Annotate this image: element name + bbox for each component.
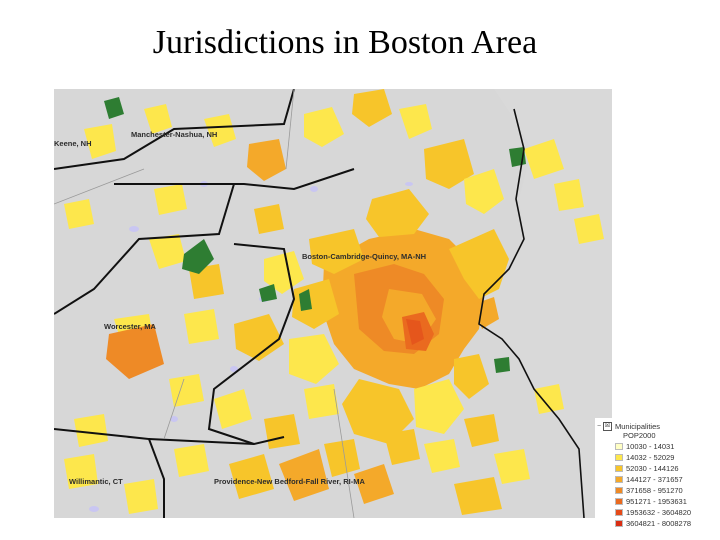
county-lines [54,89,355,518]
legend-range-label: 144127 - 371657 [626,475,683,484]
legend-swatch [615,443,623,450]
label-worcester: Worcester, MA [104,322,157,331]
label-manchester: Manchester-Nashua, NH [131,130,217,139]
legend-header: − ☒ Municipalities [595,420,660,432]
legend-range-label: 951271 - 1953631 [626,497,687,506]
legend-field-name: POP2000 [623,431,656,440]
protected-lands [104,97,526,373]
map-view[interactable]: Manchester-Nashua, NH Keene, NH Boston-C… [54,89,612,518]
legend-classes: 10030 - 14031 14032 - 52029 52030 - 144126… [615,441,691,529]
map-legend: − ☒ Municipalities POP2000 10030 - 14031… [595,418,713,538]
legend-range-label: 10030 - 14031 [626,442,675,451]
legend-swatch [615,476,623,483]
slide-title: Jurisdictions in Boston Area [152,24,538,61]
metro-boundaries [54,89,355,518]
label-providence: Providence-New Bedford-Fall River, RI-MA [214,477,365,486]
legend-swatch [615,487,623,494]
legend-swatch [615,509,623,516]
legend-row: 371658 - 951270 [615,485,691,496]
legend-row: 144127 - 371657 [615,474,691,485]
legend-row: 10030 - 14031 [615,441,691,452]
label-willimantic: Willimantic, CT [69,477,123,486]
legend-range-label: 14032 - 52029 [626,453,675,462]
legend-layer-name: Municipalities [615,421,661,431]
layer-visibility-checkbox[interactable]: ☒ [603,421,612,431]
legend-range-label: 1953632 - 3604820 [626,508,692,517]
legend-range-label: 3604821 - 8008278 [626,519,692,528]
legend-range-label: 52030 - 144126 [626,464,679,473]
legend-row: 3604821 - 8008278 [615,518,691,529]
legend-swatch [615,465,623,472]
legend-row: 951271 - 1953631 [615,496,691,507]
legend-row: 1953632 - 3604820 [615,507,691,518]
worcester-municipality [106,324,164,379]
legend-row: 52030 - 144126 [615,463,691,474]
metro-municipalities [234,139,509,444]
label-keene: Keene, NH [54,139,92,148]
outlying-municipalities [64,89,604,515]
legend-range-label: 371658 - 951270 [626,486,683,495]
collapse-icon[interactable]: − [596,422,602,430]
label-boston: Boston-Cambridge-Quincy, MA-NH [302,252,426,261]
legend-swatch [615,454,623,461]
coastline [478,108,585,518]
legend-swatch [615,498,623,505]
legend-swatch [615,520,623,527]
legend-row: 14032 - 52029 [615,452,691,463]
